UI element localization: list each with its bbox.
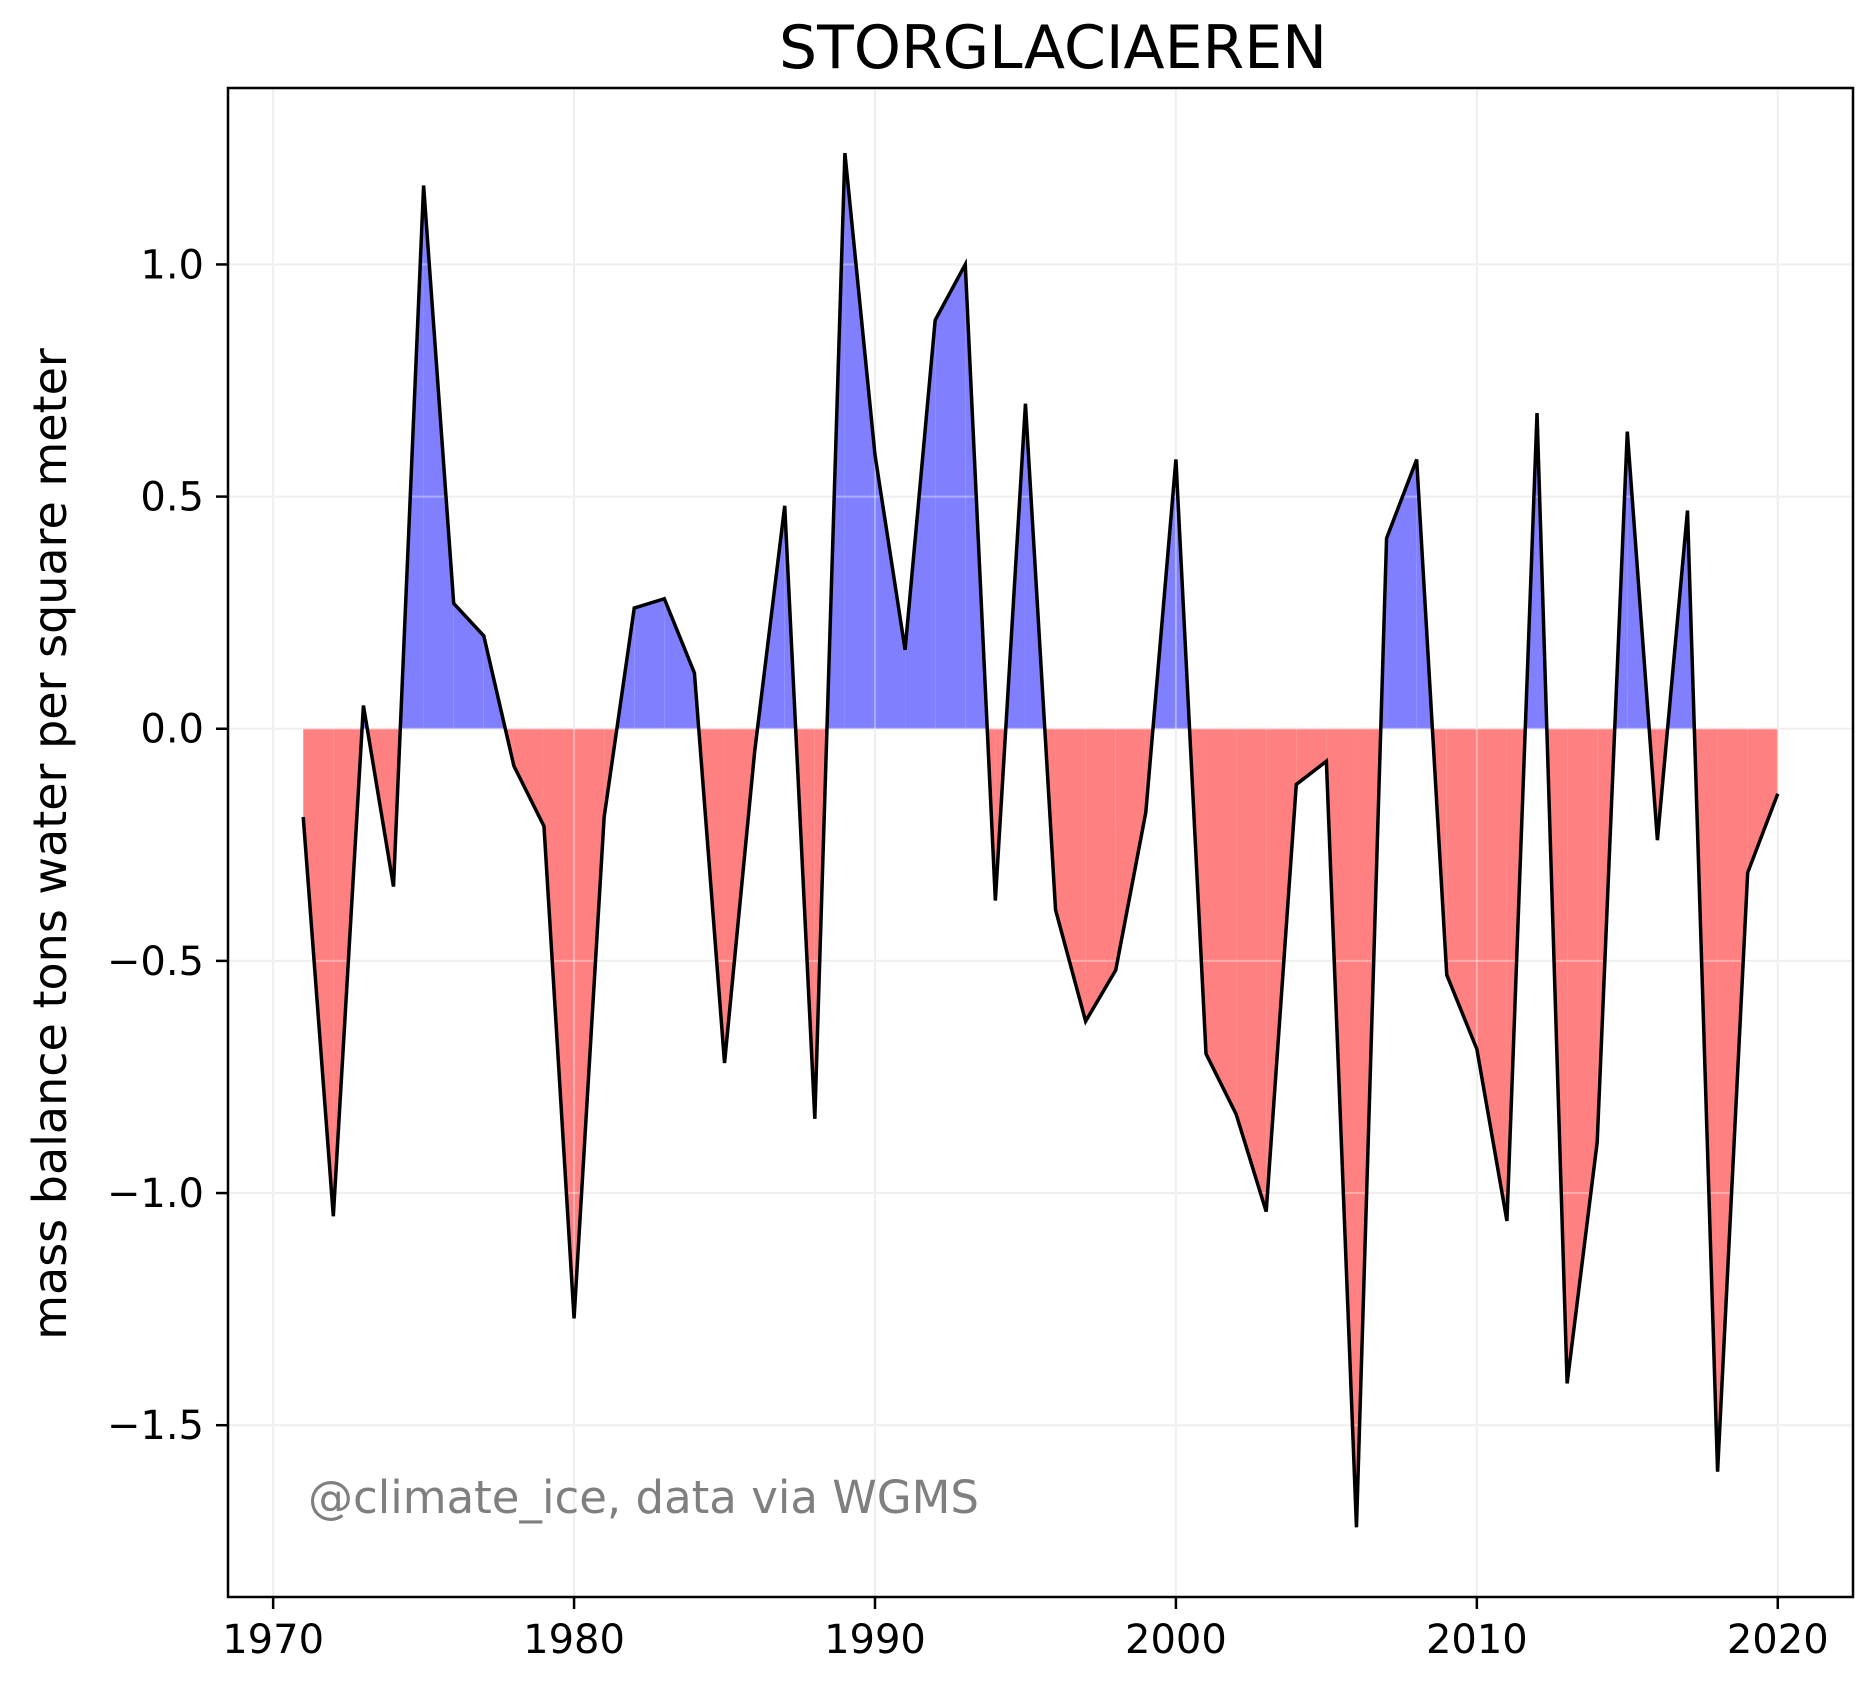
x-tick-label: 1980 xyxy=(523,1617,625,1663)
x-tick-label: 1990 xyxy=(824,1617,926,1663)
plot-frame xyxy=(226,86,1855,1599)
y-tick-label: 0.0 xyxy=(140,707,204,753)
area-positive xyxy=(400,185,424,729)
area-positive xyxy=(874,454,906,729)
y-tick-label: −1.5 xyxy=(107,1403,204,1449)
area-negative xyxy=(1296,728,1327,785)
area-negative xyxy=(1747,728,1778,873)
y-tick-label: 1.0 xyxy=(140,242,204,288)
area-negative xyxy=(1055,728,1086,1022)
y-tick-label: 0.5 xyxy=(140,475,204,521)
area-positive xyxy=(453,603,484,729)
chart-title: STORGLACIAEREN xyxy=(779,13,1327,83)
area-positive xyxy=(935,264,966,729)
x-tick-label: 2020 xyxy=(1727,1617,1829,1663)
area-negative xyxy=(1476,728,1507,1221)
area-negative xyxy=(1236,728,1267,1212)
area-positive xyxy=(423,185,454,729)
area-negative xyxy=(1717,728,1748,1472)
area-positive xyxy=(634,598,665,729)
y-tick-label: −0.5 xyxy=(107,939,204,985)
area-negative xyxy=(1206,728,1237,1115)
x-tick-label: 2000 xyxy=(1125,1617,1227,1663)
source-annotation: @climate_ice, data via WGMS xyxy=(308,1471,979,1524)
y-axis-label: mass balance tons water per square meter xyxy=(23,348,77,1340)
series xyxy=(301,152,1780,1528)
area-negative xyxy=(1115,728,1146,971)
area-positive xyxy=(844,153,875,729)
x-axis: 1970 1980 1990 2000 2010 2020 xyxy=(222,1597,1829,1663)
area-positive xyxy=(1386,459,1417,729)
area-negative xyxy=(1085,728,1116,1022)
area-negative xyxy=(513,728,544,827)
x-tick-label: 1970 xyxy=(222,1617,324,1663)
area-positive xyxy=(664,598,695,729)
mass-balance-line xyxy=(301,152,1780,1528)
area-negative xyxy=(1446,728,1477,1050)
y-tick-label: −1.0 xyxy=(107,1171,204,1217)
y-axis: 1.0 0.5 0.0 −0.5 −1.0 −1.5 xyxy=(107,242,228,1449)
x-tick-label: 2010 xyxy=(1426,1617,1528,1663)
area-positive xyxy=(905,320,936,729)
area-negative xyxy=(1567,728,1598,1384)
